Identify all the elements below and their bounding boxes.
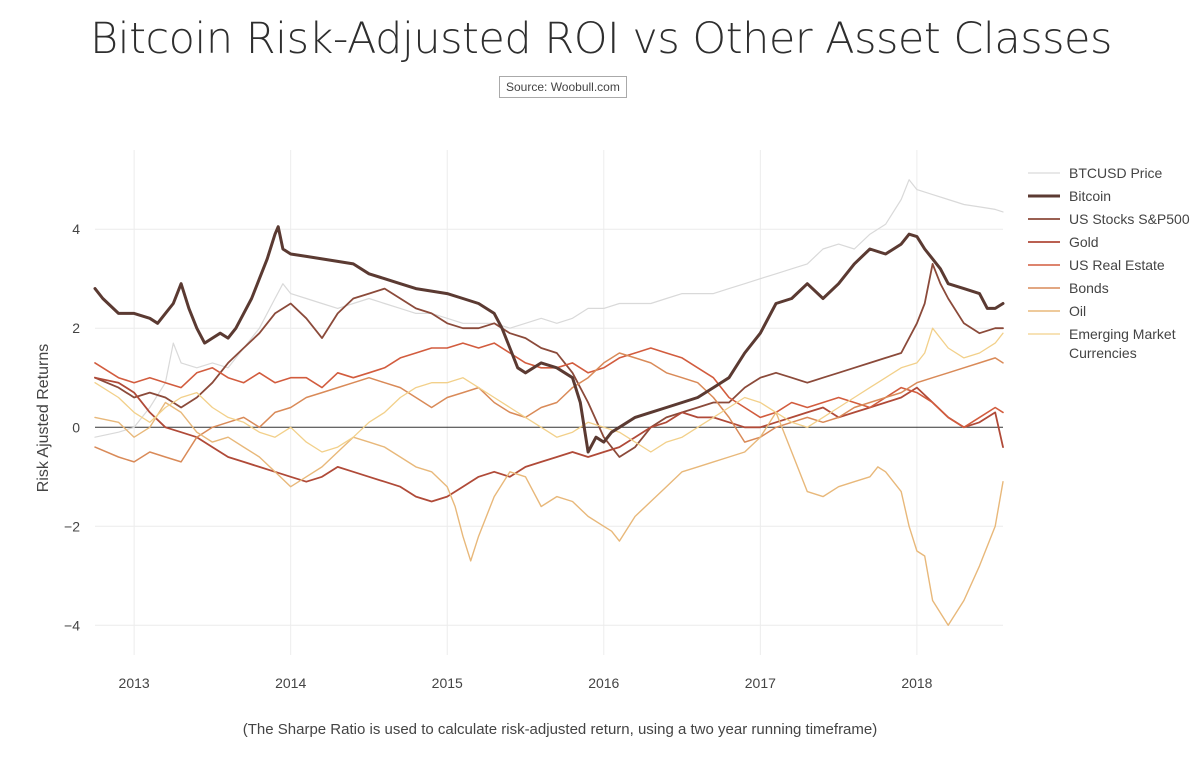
x-tick-label: 2016 xyxy=(588,675,619,691)
legend-item[interactable]: Emerging Market Currencies xyxy=(1028,326,1176,361)
legend-item[interactable]: US Stocks S&P500 xyxy=(1028,211,1190,227)
legend-item[interactable]: Bitcoin xyxy=(1028,188,1111,204)
x-tick-label: 2018 xyxy=(901,675,932,691)
axis-layer: 2013 2014 2015 2016 2017 2018 −4 −2 0 2 4 xyxy=(64,221,1003,691)
x-tick-label: 2017 xyxy=(745,675,776,691)
y-tick-label: 4 xyxy=(72,221,80,237)
series-line-oil[interactable] xyxy=(94,401,1004,626)
x-tick-label: 2013 xyxy=(119,675,150,691)
y-tick-label: 2 xyxy=(72,320,80,336)
legend-label: BTCUSD Price xyxy=(1069,165,1163,181)
series-layer xyxy=(93,179,1005,626)
legend-item[interactable]: US Real Estate xyxy=(1028,257,1165,273)
y-tick-label: −2 xyxy=(64,518,80,534)
legend-label: Bitcoin xyxy=(1069,188,1111,204)
legend-item[interactable]: BTCUSD Price xyxy=(1028,165,1163,181)
x-tick-label: 2014 xyxy=(275,675,306,691)
legend-label: Gold xyxy=(1069,234,1099,250)
chart-title: Bitcoin Risk-Adjusted ROI vs Other Asset… xyxy=(90,14,1112,64)
legend-label: Bonds xyxy=(1069,280,1109,296)
legend[interactable]: BTCUSD Price Bitcoin US Stocks S&P500 Gold U… xyxy=(1028,165,1190,361)
legend-item[interactable]: Gold xyxy=(1028,234,1099,250)
x-tick-label: 2015 xyxy=(432,675,463,691)
series-line-bitcoin[interactable] xyxy=(93,225,1005,454)
footnote: (The Sharpe Ratio is used to calculate r… xyxy=(242,721,878,738)
legend-label: US Real Estate xyxy=(1069,257,1165,273)
legend-item[interactable]: Oil xyxy=(1028,303,1086,319)
source-label: Source: Woobull.com xyxy=(499,76,627,98)
legend-label: Oil xyxy=(1069,303,1086,319)
series-line-emerging-market-currencies[interactable] xyxy=(94,327,1004,453)
grid-layer xyxy=(95,150,1003,655)
series-line-gold[interactable] xyxy=(94,376,1004,503)
y-axis-label: Risk Ajusted Returns xyxy=(35,344,52,493)
y-tick-label: −4 xyxy=(64,617,80,633)
series-line-bonds[interactable] xyxy=(94,352,1004,463)
legend-item[interactable]: Bonds xyxy=(1028,280,1109,296)
legend-label: Currencies xyxy=(1069,345,1137,361)
series-line-us-real-estate[interactable] xyxy=(94,342,1004,429)
y-tick-label: 0 xyxy=(72,419,80,435)
series-line-us-stocks-s-p500[interactable] xyxy=(94,262,1004,458)
legend-label: Emerging Market xyxy=(1069,326,1176,342)
series-line-btcusd-price[interactable] xyxy=(94,179,1004,438)
legend-label: US Stocks S&P500 xyxy=(1069,211,1190,227)
